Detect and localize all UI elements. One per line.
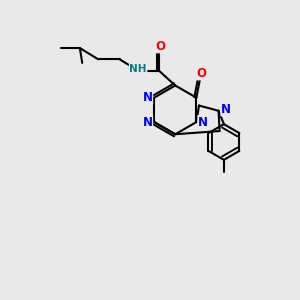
Text: N: N: [198, 116, 208, 129]
Text: N: N: [142, 91, 153, 104]
Text: NH: NH: [129, 64, 147, 74]
Text: N: N: [221, 103, 231, 116]
Text: N: N: [142, 116, 153, 129]
Text: O: O: [196, 67, 206, 80]
Text: O: O: [155, 40, 165, 53]
